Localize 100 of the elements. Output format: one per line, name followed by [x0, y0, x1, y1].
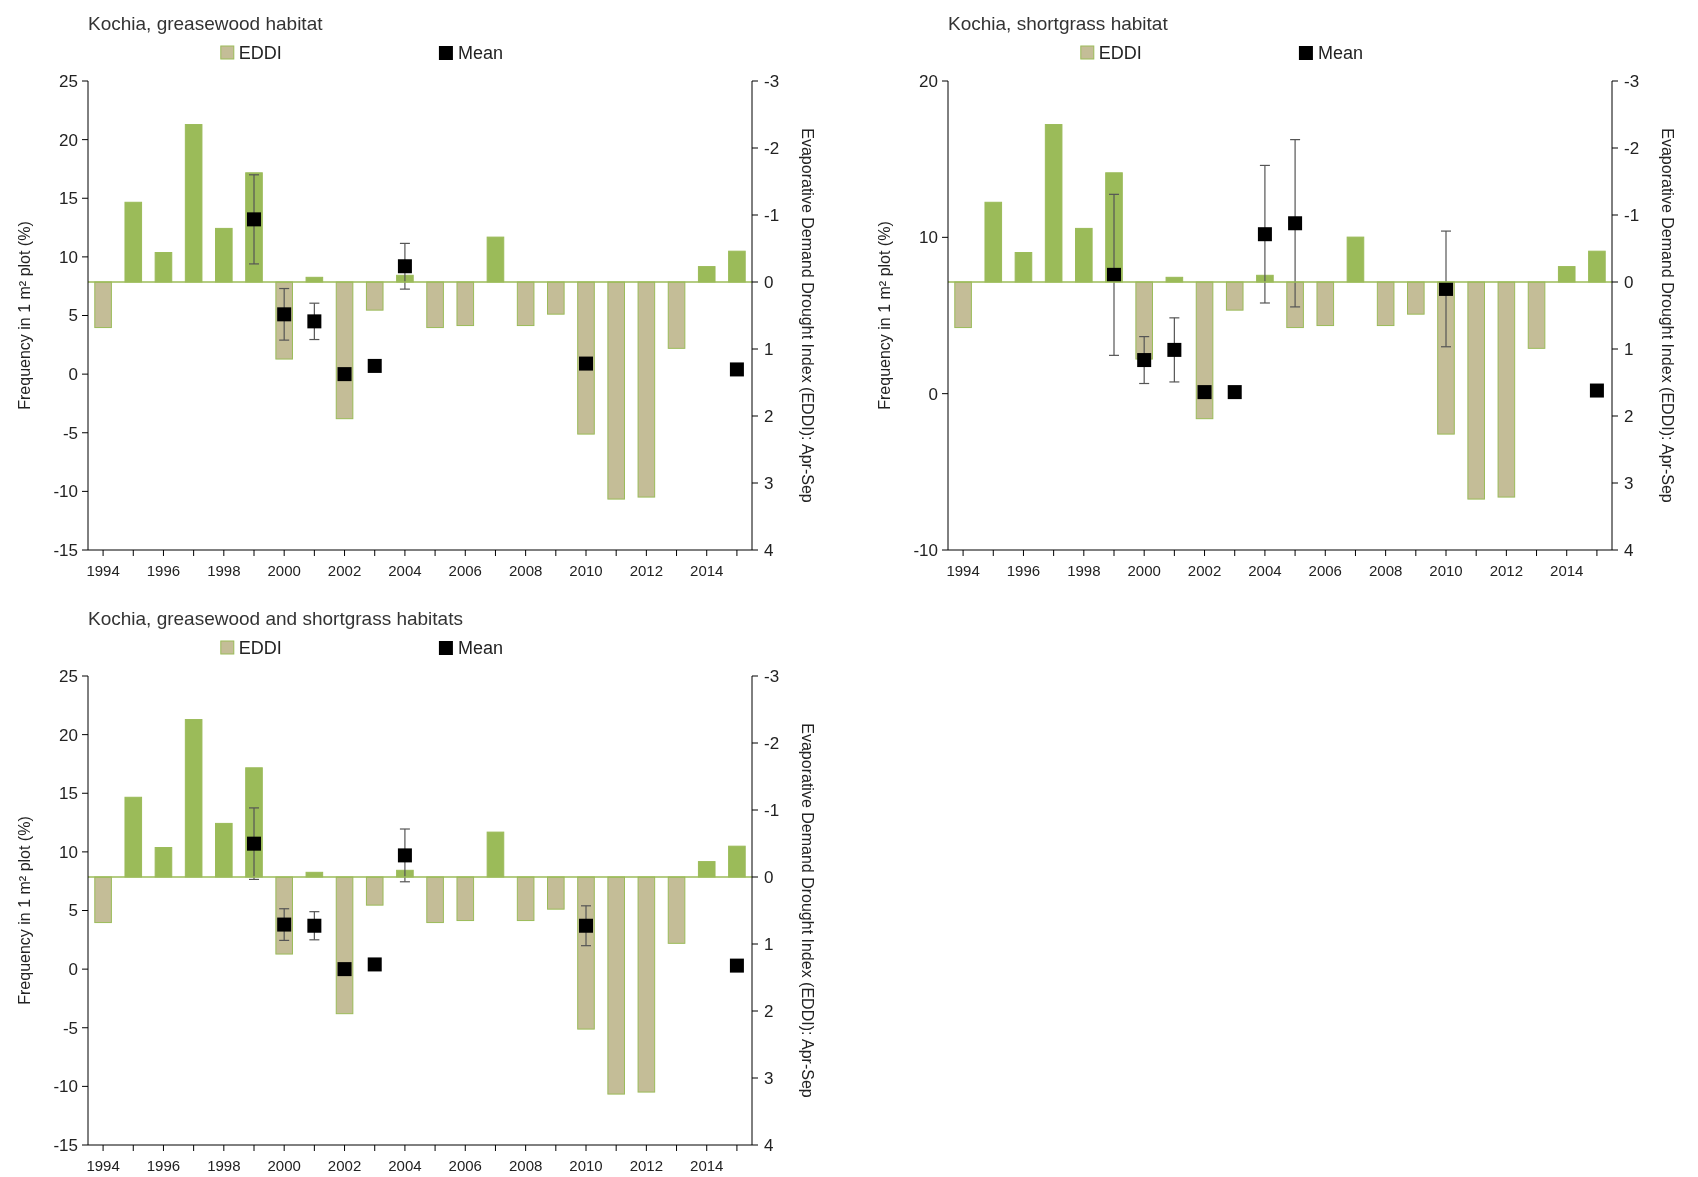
- x-tick-label: 1994: [86, 1157, 120, 1174]
- point: [1257, 227, 1272, 242]
- y-tick-label: 10: [59, 842, 78, 862]
- point: [1107, 267, 1121, 282]
- y2-tick-label: -2: [764, 138, 780, 158]
- y-tick-label: 15: [59, 784, 78, 804]
- x-tick-label: 2002: [327, 1157, 362, 1174]
- y-tick-label: -10: [53, 482, 78, 502]
- point: [1167, 342, 1182, 357]
- point: [307, 314, 322, 329]
- x-tick-label: 2000: [267, 562, 301, 579]
- point: [337, 962, 352, 977]
- point: [1137, 353, 1152, 368]
- chart-title: Kochia, greasewood and shortgrass habitats: [88, 608, 463, 629]
- y-tick-label: -5: [62, 423, 78, 443]
- y-tick-label: 5: [68, 901, 78, 921]
- y2-tick-label: 0: [764, 867, 774, 887]
- y-axis-title: Frequency in 1 m² plot (%): [876, 221, 893, 410]
- x-tick-label: 2008: [508, 562, 543, 579]
- y2-axis-title: Evaporative Demand Drought Index (EDDI): Apr-Sep: [799, 723, 816, 1098]
- x-tick-label: 1996: [1006, 562, 1041, 579]
- y2-axis-title: Evaporative Demand Drought Index (EDDI): Apr-Sep: [1659, 128, 1676, 503]
- x-tick-label: 2014: [1550, 562, 1584, 579]
- legend-label: Mean: [457, 43, 503, 64]
- legend-label: EDDI: [1098, 43, 1142, 64]
- y-tick-label: 10: [59, 247, 78, 267]
- y-tick-label: 10: [919, 228, 938, 248]
- point: [337, 367, 352, 382]
- y-tick-label: -15: [53, 540, 78, 560]
- point: [579, 356, 593, 371]
- y-axis-title: Frequency in 1 m² plot (%): [16, 816, 33, 1005]
- legend-label: EDDI: [238, 43, 282, 64]
- y2-tick-label: 2: [764, 406, 774, 426]
- chart-title: Kochia, greasewood habitat: [88, 13, 324, 34]
- x-tick-label: 2012: [1489, 562, 1524, 579]
- point: [579, 918, 593, 933]
- point: [247, 212, 261, 227]
- point: [367, 358, 382, 373]
- x-tick-label: 1998: [207, 1157, 241, 1174]
- point: [1197, 385, 1212, 400]
- y-tick-label: 15: [59, 189, 78, 209]
- y-tick-label: 20: [919, 71, 938, 91]
- y2-tick-label: -1: [764, 800, 780, 820]
- y2-tick-label: -3: [764, 666, 780, 686]
- x-tick-label: 2012: [629, 1157, 664, 1174]
- y2-tick-label: 3: [1624, 473, 1634, 493]
- y2-tick-label: -1: [1624, 205, 1640, 225]
- point: [247, 836, 261, 851]
- y2-tick-label: -3: [764, 71, 780, 91]
- x-tick-label: 1994: [86, 562, 120, 579]
- y2-tick-label: 3: [764, 1068, 774, 1088]
- point: [1227, 385, 1242, 400]
- x-tick-label: 2010: [569, 1157, 603, 1174]
- y-tick-label: -10: [53, 1077, 78, 1097]
- chart-title: Kochia, shortgrass habitat: [948, 13, 1169, 34]
- x-tick-label: 1996: [146, 562, 181, 579]
- y2-tick-label: -2: [764, 733, 780, 753]
- y2-tick-label: 0: [1624, 272, 1634, 292]
- x-tick-label: 2002: [1187, 562, 1222, 579]
- y2-tick-label: 0: [764, 272, 774, 292]
- x-tick-label: 2010: [1429, 562, 1463, 579]
- point: [277, 917, 292, 932]
- x-tick-label: 2006: [448, 562, 482, 579]
- y-tick-label: -10: [913, 540, 938, 560]
- point: [307, 918, 322, 933]
- point: [397, 848, 412, 863]
- y-tick-label: 0: [68, 365, 78, 385]
- y-tick-label: 20: [59, 725, 78, 745]
- x-tick-label: 2004: [1248, 562, 1282, 579]
- x-tick-label: 1994: [946, 562, 980, 579]
- x-tick-label: 2004: [388, 1157, 422, 1174]
- y2-tick-label: -1: [764, 205, 780, 225]
- point: [1589, 383, 1604, 398]
- y-tick-label: 20: [59, 130, 78, 150]
- x-tick-label: 2010: [569, 562, 603, 579]
- point: [277, 307, 292, 322]
- y-tick-label: 25: [59, 666, 78, 686]
- point: [1288, 216, 1303, 231]
- y2-axis-title: Evaporative Demand Drought Index (EDDI): Apr-Sep: [799, 128, 816, 503]
- y2-tick-label: -3: [1624, 71, 1640, 91]
- x-tick-label: 1996: [146, 1157, 181, 1174]
- y-tick-label: 0: [928, 384, 938, 404]
- point: [1439, 281, 1453, 296]
- legend-label: EDDI: [238, 638, 282, 659]
- y2-tick-label: 2: [1624, 406, 1634, 426]
- x-tick-label: 1998: [207, 562, 241, 579]
- x-tick-label: 2008: [508, 1157, 543, 1174]
- x-tick-label: 2006: [1308, 562, 1342, 579]
- point: [367, 957, 382, 972]
- y2-tick-label: 1: [1624, 339, 1634, 359]
- point: [729, 958, 744, 973]
- y2-tick-label: 1: [764, 934, 774, 954]
- legend-label: Mean: [457, 638, 503, 659]
- y-tick-label: 25: [59, 71, 78, 91]
- x-tick-label: 2002: [327, 562, 362, 579]
- x-tick-label: 2014: [690, 562, 724, 579]
- y2-tick-label: 4: [1624, 540, 1634, 560]
- y2-tick-label: 2: [764, 1001, 774, 1021]
- x-tick-label: 2006: [448, 1157, 482, 1174]
- x-tick-label: 1998: [1067, 562, 1101, 579]
